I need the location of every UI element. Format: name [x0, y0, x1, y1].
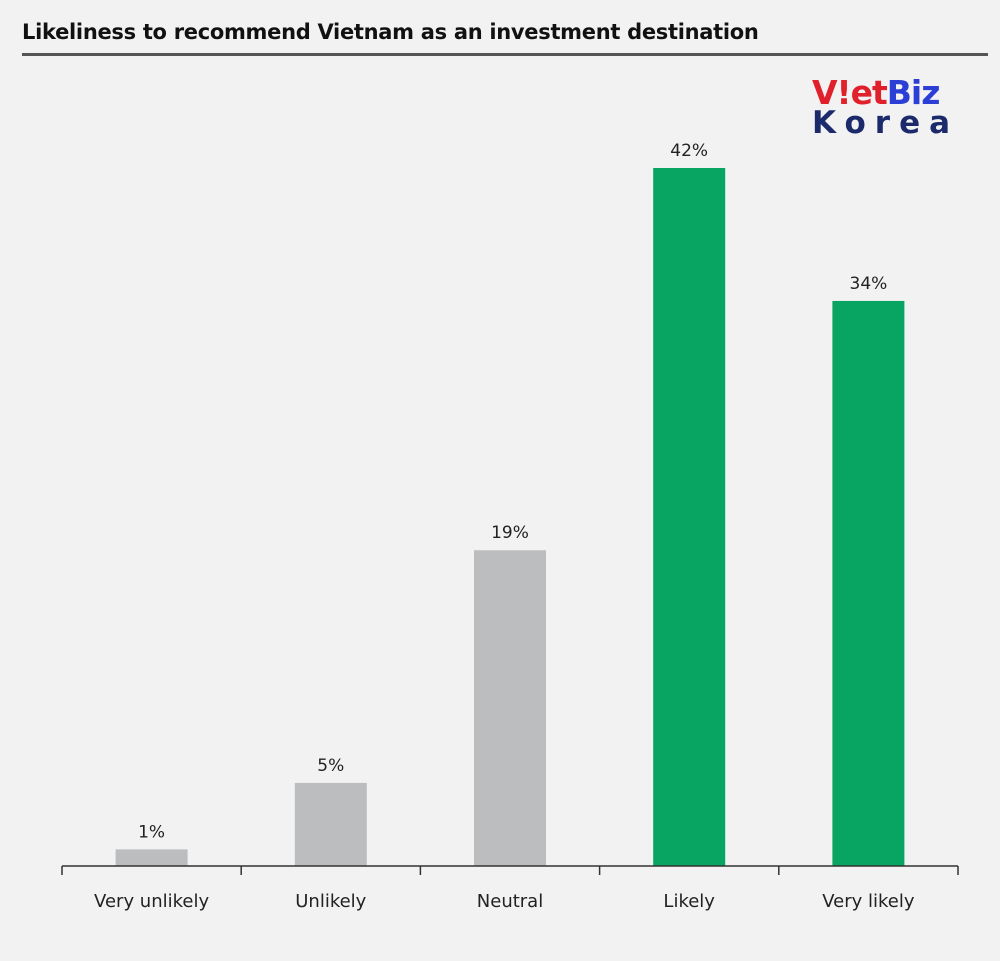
svg-text:V!etBiz: V!etBiz	[812, 74, 939, 112]
tick-label-very-likely: Very likely	[822, 891, 915, 912]
x-axis-ticks	[61, 866, 959, 875]
bar-very-likely	[832, 300, 905, 866]
data-label-unlikely: 5%	[317, 756, 344, 776]
svg-text:Korea: Korea	[812, 105, 959, 136]
bar-very-unlikely	[115, 849, 188, 866]
bars-group	[115, 168, 905, 866]
tick-label-very-unlikely: Very unlikely	[94, 891, 209, 912]
bar-neutral	[474, 550, 546, 866]
tick-label-neutral: Neutral	[477, 891, 543, 912]
bar-unlikely	[294, 782, 367, 866]
chart-title: Likeliness to recommend Vietnam as an in…	[22, 20, 759, 44]
tick-label-likely: Likely	[663, 891, 715, 912]
data-label-very-likely: 34%	[850, 274, 888, 294]
data-label-neutral: 19%	[491, 523, 529, 543]
data-label-very-unlikely: 1%	[138, 822, 165, 842]
data-labels-group: 1% 5% 19% 42% 34%	[138, 141, 887, 842]
tick-label-unlikely: Unlikely	[295, 891, 366, 912]
data-label-likely: 42%	[670, 141, 708, 161]
bar-likely	[653, 168, 726, 866]
x-axis-tick-labels: Very unlikely Unlikely Neutral Likely Very l…	[94, 891, 915, 912]
vietbiz-korea-logo: V!etBiz Korea	[812, 74, 959, 136]
title-divider	[22, 53, 988, 56]
